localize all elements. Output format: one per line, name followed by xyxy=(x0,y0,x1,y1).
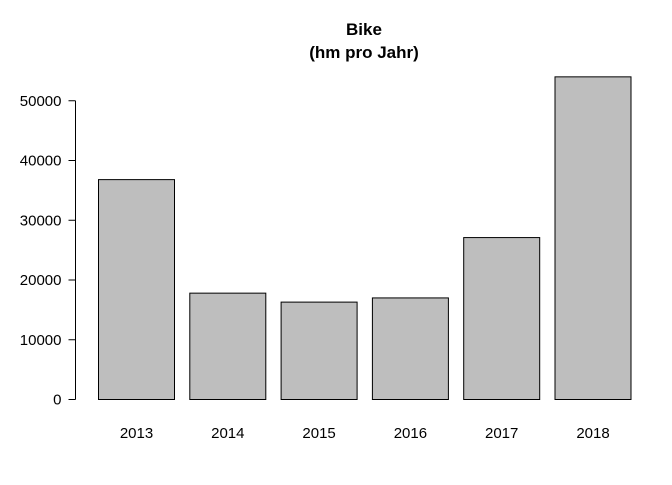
y-tick-label: 0 xyxy=(53,392,61,409)
y-tick-label: 40000 xyxy=(20,153,62,170)
bar-2015 xyxy=(280,301,358,401)
x-tick-label-2013: 2013 xyxy=(120,425,153,442)
x-tick-label-2014: 2014 xyxy=(211,425,244,442)
bars-group xyxy=(98,76,632,401)
y-axis: 0 10000 20000 30000 40000 50000 xyxy=(20,93,76,409)
chart-title: Bike xyxy=(346,20,382,39)
x-tick-label-2017: 2017 xyxy=(485,425,518,442)
x-tick-label-2016: 2016 xyxy=(394,425,427,442)
bar-2014 xyxy=(189,292,267,400)
x-tick-labels: 2013 2014 2015 2016 2017 2018 xyxy=(120,425,610,442)
y-tick-label: 20000 xyxy=(20,272,62,289)
y-tick-label: 30000 xyxy=(20,212,62,229)
bar-2018 xyxy=(554,76,632,400)
chart-subtitle: (hm pro Jahr) xyxy=(309,43,419,62)
y-tick-label: 50000 xyxy=(20,93,62,110)
bar-2016 xyxy=(371,297,449,400)
bar-2013 xyxy=(98,179,175,400)
x-tick-label-2015: 2015 xyxy=(302,425,335,442)
bar-2017 xyxy=(463,237,541,400)
x-tick-label-2018: 2018 xyxy=(576,425,609,442)
y-tick-label: 10000 xyxy=(20,332,62,349)
